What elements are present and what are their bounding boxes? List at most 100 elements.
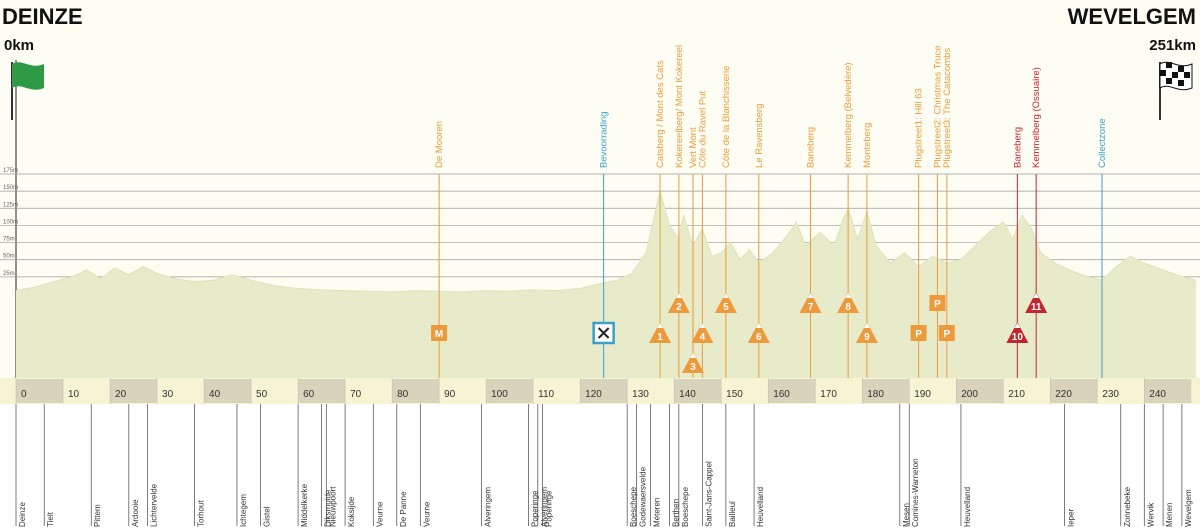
y-tick-label: 125m [3, 202, 18, 208]
town-label: Alveringem [483, 487, 492, 527]
town-label: Nieuwpoort [328, 486, 337, 527]
x-tick-label: 170 [820, 389, 837, 400]
climb-marker-label: 7 [808, 302, 814, 313]
town-label: Middelkerke [300, 483, 309, 527]
town-label: Veurne [422, 501, 431, 527]
x-tick-label: 220 [1055, 389, 1072, 400]
axis-band-block [1144, 379, 1192, 403]
y-tick-label: 175m [3, 168, 18, 174]
town-label: Comines-Warneton [911, 458, 920, 527]
elevation-line [15, 191, 1197, 293]
axis-band-block [298, 379, 346, 403]
x-tick-label: 150 [726, 389, 743, 400]
climb-marker-peak [755, 323, 762, 328]
x-tick-label: 130 [632, 389, 649, 400]
climb-marker [855, 322, 878, 343]
town-label: Deinze [18, 502, 27, 527]
x-tick-label: 160 [773, 389, 790, 400]
climb-marker [799, 292, 822, 313]
town-label: Poperinge [530, 490, 539, 527]
x-tick-label: 190 [914, 389, 931, 400]
axis-band-block [674, 379, 722, 403]
climb-marker-label: 10 [1012, 332, 1024, 343]
town-label: Bailleul [728, 501, 737, 527]
x-tick-label: 80 [397, 389, 409, 400]
axis-band-block [110, 379, 158, 403]
axis-band-block [1050, 379, 1098, 403]
town-label: Heuvelland [756, 487, 765, 527]
climb-marker-peak [1014, 323, 1021, 328]
town-label: Ieper [1066, 508, 1075, 527]
climb-marker [681, 352, 704, 373]
town-label: Godewaersvelde [639, 466, 648, 527]
town-label: Boeschepe [681, 486, 690, 527]
climb-label: Kemmelberg (Ossuaire) [1031, 67, 1042, 168]
town-label: Berthen [671, 499, 680, 527]
climb-marker-label: 2 [676, 302, 682, 313]
x-tick-label: 70 [350, 389, 362, 400]
town-label: Veurne [375, 501, 384, 527]
finish-flag [1159, 61, 1193, 120]
climb-label: Baneberg [1012, 127, 1023, 168]
y-tick-label: 100m [3, 219, 18, 225]
x-tick-label: 120 [585, 389, 602, 400]
climb-marker-peak [675, 293, 682, 298]
climb-marker [929, 295, 946, 311]
climb-marker [667, 292, 690, 313]
finish-town: WEVELGEM [1068, 4, 1196, 29]
x-tick-label: 30 [162, 389, 174, 400]
town-label: Ichtegem [239, 494, 248, 527]
town-label: Saint-Jans-Cappel [704, 461, 713, 527]
climb-label: Bevoorrading [599, 111, 610, 168]
climb-label: Côte de la Blanchisserie [721, 66, 732, 168]
climb-marker [938, 325, 955, 341]
x-tick-label: 180 [867, 389, 884, 400]
x-tick-label: 20 [115, 389, 127, 400]
climb-marker-peak [845, 293, 852, 298]
x-tick-label: 0 [21, 389, 27, 400]
y-tick-label: 25m [3, 271, 15, 277]
x-tick-label: 90 [444, 389, 456, 400]
axis-band-block [956, 379, 1004, 403]
climb-label: Kemmelberg (Belvedère) [843, 62, 854, 168]
climb-marker-label: 1 [657, 332, 663, 343]
axis-band-block [486, 379, 534, 403]
y-tick-label: 150m [3, 185, 18, 191]
climb-marker [714, 292, 737, 313]
climb-marker-label: 3 [690, 362, 696, 373]
x-tick-label: 240 [1149, 389, 1166, 400]
climb-label: De Mooren [434, 121, 445, 168]
town-label: Wervik [1146, 502, 1155, 527]
town-label: Mesen [902, 503, 911, 527]
x-tick-label: 100 [491, 389, 508, 400]
axis-band-block [204, 379, 252, 403]
climb-marker-label: 11 [1031, 302, 1042, 313]
town-label: Heuvelland [963, 487, 972, 527]
climb-marker-label: 5 [723, 302, 729, 313]
climb-marker [747, 322, 770, 343]
town-label: Lichtervelde [150, 483, 159, 527]
climb-marker-peak [807, 293, 814, 298]
finish-distance: 251km [1149, 37, 1196, 54]
climb-marker-label: P [944, 329, 951, 340]
x-tick-label: 10 [68, 389, 80, 400]
axis-band-block [16, 379, 64, 403]
axis-band-block [392, 379, 440, 403]
x-tick-label: 140 [679, 389, 696, 400]
town-label: Alveringem [540, 487, 549, 527]
climb-marker [837, 292, 860, 313]
town-label: Torhout [197, 500, 206, 527]
start-distance: 0km [4, 37, 34, 54]
climb-marker [649, 322, 672, 343]
climb-marker [691, 322, 714, 343]
climb-marker-peak [689, 353, 696, 358]
climb-marker-peak [863, 323, 870, 328]
start-flag [11, 62, 44, 120]
town-label: Gistel [262, 506, 271, 527]
y-tick-label: 50m [3, 254, 15, 260]
climb-marker-label: P [934, 299, 941, 310]
climb-marker-label: 9 [864, 332, 870, 343]
town-label: Zonnebeke [1123, 486, 1132, 527]
